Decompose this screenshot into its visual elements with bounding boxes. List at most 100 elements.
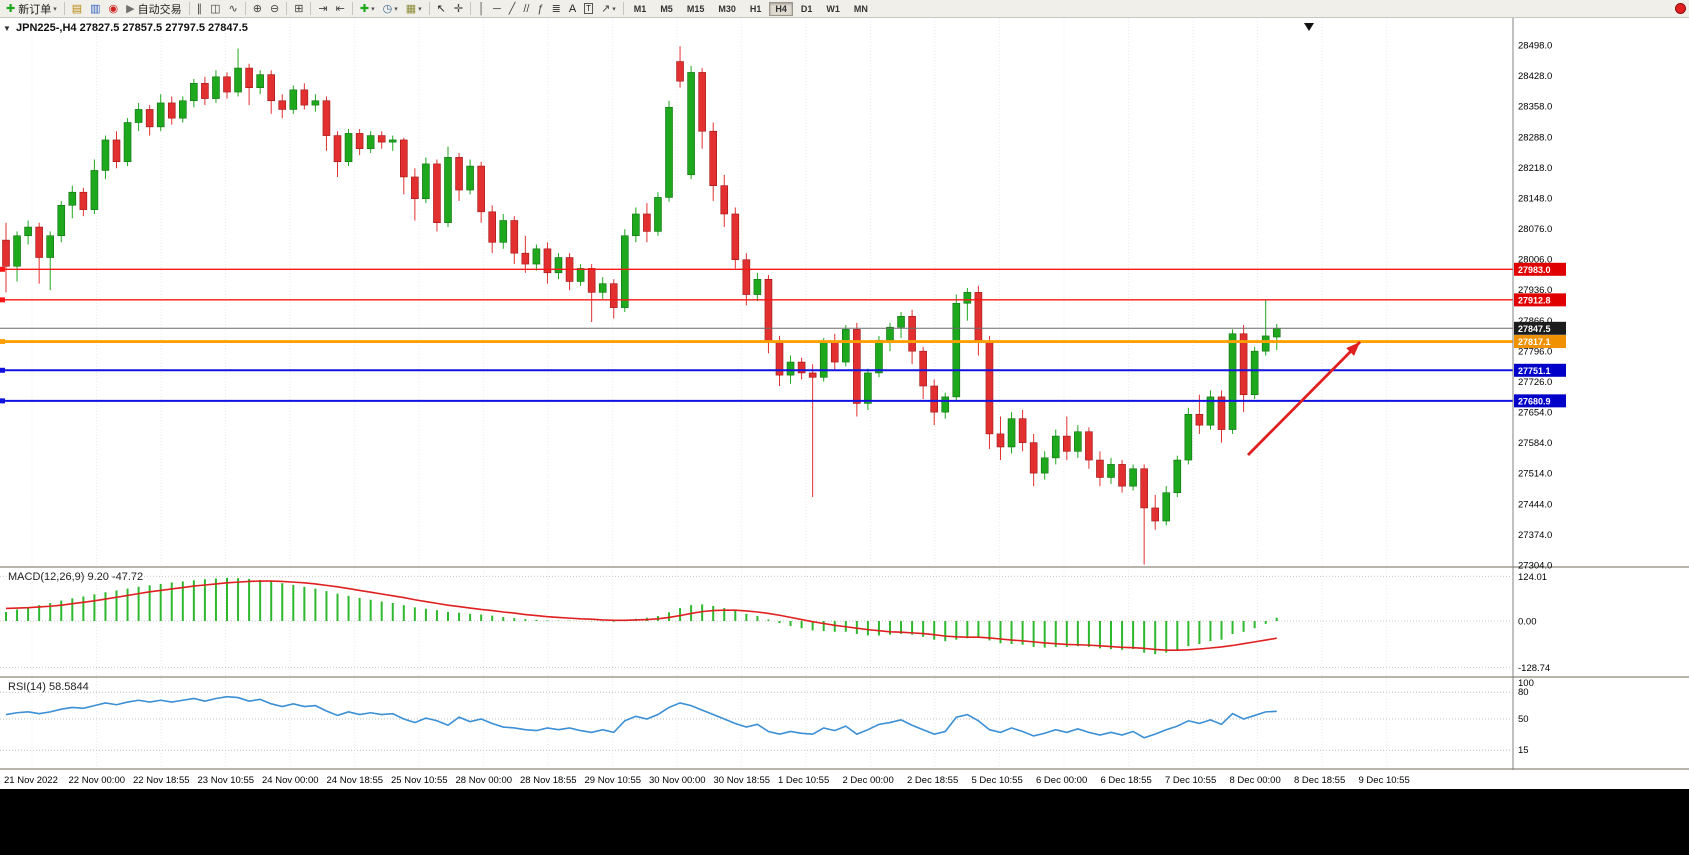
- timeframe-w1-button[interactable]: W1: [826, 3, 840, 14]
- autotrading-play-icon: ▶: [126, 2, 135, 15]
- line-anchor-icon[interactable]: [0, 339, 5, 345]
- svg-text:27726.0: 27726.0: [1518, 377, 1552, 388]
- horizontal-line-button[interactable]: ─: [489, 1, 505, 17]
- svg-text:27654.0: 27654.0: [1518, 408, 1552, 419]
- vertical-line-button[interactable]: │: [474, 1, 489, 17]
- rsi-label: RSI(14) 58.5844: [8, 681, 89, 693]
- svg-text:27817.1: 27817.1: [1518, 337, 1551, 347]
- timeframe-m1-button[interactable]: M1: [633, 3, 647, 14]
- trend-arrow[interactable]: [1247, 341, 1361, 456]
- trendline-button[interactable]: ╱: [505, 1, 520, 17]
- indicators-button[interactable]: ✚ ▾: [356, 1, 379, 17]
- text-label-icon: T: [584, 3, 594, 14]
- chart-shift-button[interactable]: ⇤: [332, 1, 349, 17]
- line-anchor-icon[interactable]: [0, 297, 5, 303]
- svg-text:21 Nov 2022: 21 Nov 2022: [4, 775, 58, 786]
- timeframe-m15-button[interactable]: M15: [686, 3, 705, 14]
- equidistant-channel-button[interactable]: //: [519, 1, 533, 17]
- macd-label: MACD(12,26,9) 9.20 -47.72: [8, 571, 143, 583]
- template-icon: ▦: [405, 2, 417, 15]
- time-axis: 21 Nov 2022 22 Nov 00:00 22 Nov 18:55 23 No…: [4, 775, 1410, 786]
- chart-shift-icon: ⇤: [335, 2, 345, 15]
- timeframe-d1-button[interactable]: D1: [800, 3, 813, 14]
- svg-text:7 Dec 10:55: 7 Dec 10:55: [1165, 775, 1216, 786]
- periods-button[interactable]: ◷ ▾: [379, 1, 402, 17]
- alerts-button[interactable]: ◉: [105, 1, 123, 17]
- svg-text:30 Nov 18:55: 30 Nov 18:55: [714, 775, 771, 786]
- svg-text:9 Dec 10:55: 9 Dec 10:55: [1359, 775, 1410, 786]
- text-button[interactable]: A: [565, 1, 580, 17]
- svg-text:25 Nov 10:55: 25 Nov 10:55: [391, 775, 448, 786]
- svg-text:28006.0: 28006.0: [1518, 255, 1552, 266]
- timeframe-m5-button[interactable]: M5: [660, 3, 673, 14]
- toolbar-separator: [351, 2, 353, 15]
- panel-separator[interactable]: [0, 676, 1689, 678]
- templates-button[interactable]: ▦ ▾: [402, 1, 426, 17]
- line-anchor-icon[interactable]: [0, 266, 5, 272]
- channel-icon: //: [523, 2, 530, 15]
- svg-text:28358.0: 28358.0: [1518, 102, 1552, 113]
- price-tag: [1514, 335, 1566, 349]
- tile-windows-button[interactable]: ⊞: [290, 1, 307, 17]
- candlestick-chart-button[interactable]: ◫: [206, 1, 224, 17]
- svg-text:28288.0: 28288.0: [1518, 132, 1552, 143]
- svg-text:27936.0: 27936.0: [1518, 285, 1552, 296]
- svg-text:2 Dec 18:55: 2 Dec 18:55: [907, 775, 958, 786]
- svg-text:27983.0: 27983.0: [1518, 265, 1551, 275]
- price-tag: [1514, 363, 1566, 377]
- one-click-trading-toggle-icon[interactable]: ▼: [3, 24, 11, 33]
- cursor-icon: ↖: [436, 2, 446, 15]
- zoom-in-button[interactable]: ⊕: [249, 1, 266, 17]
- cursor-button[interactable]: ↖: [433, 1, 450, 17]
- line-anchor-icon[interactable]: [0, 398, 5, 404]
- panel-separator[interactable]: [0, 566, 1689, 568]
- fibonacci-button[interactable]: ƒ: [533, 1, 547, 17]
- zoom-out-button[interactable]: ⊖: [266, 1, 283, 17]
- svg-text:28 Nov 00:00: 28 Nov 00:00: [456, 775, 513, 786]
- svg-text:28 Nov 18:55: 28 Nov 18:55: [520, 775, 577, 786]
- chart-background: [0, 18, 1689, 789]
- profiles-button[interactable]: ▥: [86, 1, 104, 17]
- bar-chart-button[interactable]: ∥: [193, 1, 207, 17]
- svg-text:28498.0: 28498.0: [1518, 41, 1552, 52]
- arrows-button[interactable]: ↗ ▾: [597, 1, 620, 17]
- toolbar-separator: [470, 2, 472, 15]
- svg-text:5 Dec 10:55: 5 Dec 10:55: [972, 775, 1023, 786]
- svg-text:6 Dec 00:00: 6 Dec 00:00: [1036, 775, 1087, 786]
- timeframe-mn-button[interactable]: MN: [853, 3, 868, 14]
- new-chart-button[interactable]: ▤: [68, 1, 86, 17]
- svg-text:29 Nov 10:55: 29 Nov 10:55: [585, 775, 642, 786]
- svg-text:8 Dec 00:00: 8 Dec 00:00: [1230, 775, 1281, 786]
- timeframe-m30-button[interactable]: M30: [718, 3, 736, 14]
- text-label-button[interactable]: T: [580, 1, 597, 17]
- indicators-icon: ✚: [359, 2, 370, 15]
- vertical-line-icon: │: [478, 2, 485, 15]
- bar-chart-icon: ∥: [196, 2, 203, 15]
- line-chart-button[interactable]: ∿: [225, 1, 242, 17]
- svg-text:27584.0: 27584.0: [1518, 438, 1552, 449]
- svg-text:27866.0: 27866.0: [1518, 316, 1552, 327]
- profiles-icon: ▥: [90, 2, 101, 15]
- svg-text:23 Nov 10:55: 23 Nov 10:55: [198, 775, 255, 786]
- notification-badge-icon[interactable]: [1675, 3, 1686, 14]
- auto-scroll-icon: ⇥: [318, 2, 328, 15]
- chart-shift-marker[interactable]: [1304, 23, 1314, 31]
- zoom-in-icon: ⊕: [252, 2, 262, 15]
- svg-text:50: 50: [1518, 714, 1529, 725]
- timeframe-h1-button[interactable]: H1: [749, 3, 762, 14]
- shapes-button[interactable]: ≣: [548, 1, 565, 17]
- toolbar-separator: [428, 2, 430, 15]
- rsi-line: [5, 695, 1277, 739]
- auto-scroll-button[interactable]: ⇥: [314, 1, 331, 17]
- line-anchor-icon[interactable]: [0, 367, 5, 373]
- new-order-button[interactable]: ✚ 新订单 ▾: [2, 1, 61, 17]
- svg-text:24 Nov 18:55: 24 Nov 18:55: [327, 775, 384, 786]
- panel-separator[interactable]: [0, 768, 1689, 770]
- chart-area[interactable]: 28498.0 28428.0 28358.0 28288.0 28218.0 28148…: [0, 18, 1689, 789]
- alert-icon: ◉: [108, 2, 119, 15]
- autotrading-button[interactable]: ▶ 自动交易: [122, 1, 185, 17]
- chevron-down-icon: ▾: [53, 5, 57, 13]
- svg-text:80: 80: [1518, 687, 1529, 698]
- timeframe-h4-button[interactable]: H4: [769, 1, 793, 16]
- crosshair-button[interactable]: ✛: [450, 1, 467, 17]
